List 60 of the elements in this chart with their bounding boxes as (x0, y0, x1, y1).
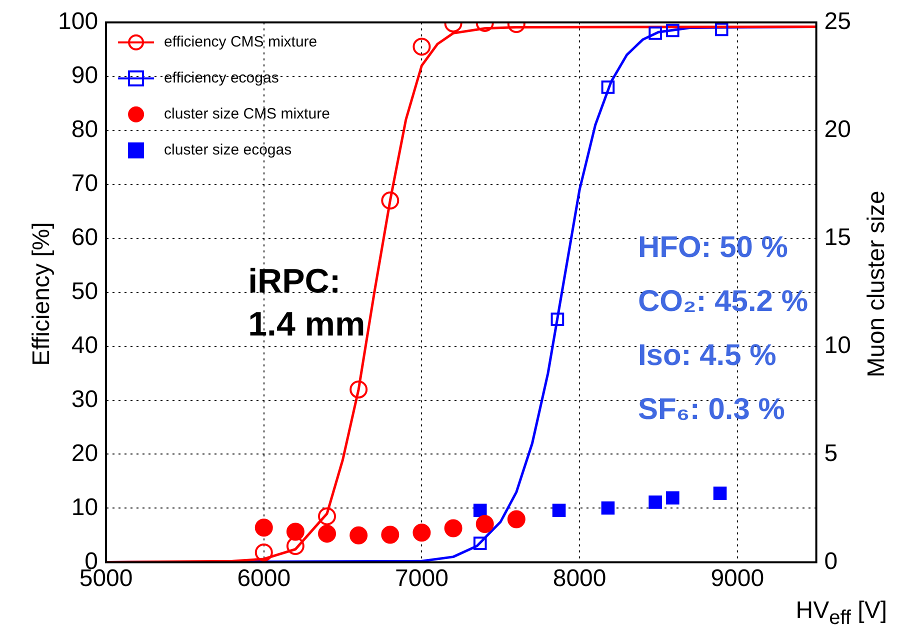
y2-tick-label: 15 (824, 224, 852, 251)
point (350, 380, 368, 398)
y2-tick-label: 5 (824, 440, 838, 467)
annotation: SF₆: 0.3 % (638, 393, 785, 426)
y2-tick-label: 10 (824, 332, 852, 359)
point (666, 491, 680, 505)
legend-label: efficiency CMS mixture (164, 34, 318, 51)
y2-tick-label: 0 (824, 548, 838, 575)
y-tick-label: 50 (71, 278, 98, 305)
point (412, 38, 431, 56)
point (550, 312, 564, 326)
y-tick-label: 80 (71, 116, 98, 143)
point (318, 524, 336, 543)
y2-axis-title: Muon cluster size (863, 190, 891, 380)
annotation: Iso: 4.5 % (638, 339, 776, 372)
legend-label: efficiency ecogas (164, 70, 279, 87)
point (381, 526, 400, 544)
point (412, 524, 431, 542)
x-tick-label: 9000 (710, 565, 764, 592)
y-tick-label: 10 (71, 494, 98, 521)
point (254, 518, 273, 537)
point (286, 522, 304, 541)
y-tick-label: 30 (71, 386, 98, 413)
point (476, 514, 494, 533)
point (714, 22, 728, 36)
y2-tick-label: 20 (824, 116, 852, 143)
y-tick-label: 90 (71, 62, 98, 90)
point (601, 501, 615, 515)
annotation: HFO: 50 % (638, 231, 788, 264)
legend-label: cluster size ecogas (164, 142, 292, 159)
point (473, 536, 487, 550)
annotation: iRPC: (248, 262, 341, 300)
y-axis-title: Efficiency [%] (28, 221, 56, 368)
y-tick-label: 40 (71, 332, 98, 359)
point (713, 486, 727, 500)
y2-tick-label: 25 (824, 8, 852, 36)
point (286, 537, 304, 556)
y-tick-label: 100 (58, 8, 98, 36)
x-tick-label: 7000 (395, 565, 448, 592)
point (552, 504, 566, 518)
point (381, 192, 400, 210)
y-tick-label: 20 (71, 440, 98, 467)
point (648, 496, 662, 509)
annotation: CO₂: 45.2 % (638, 285, 808, 318)
point (254, 543, 273, 562)
point (318, 507, 336, 526)
legend-label: cluster size CMS mixture (164, 106, 330, 123)
point (507, 510, 526, 528)
y-tick-label: 70 (71, 170, 98, 197)
x-axis-title: HV$_{eff}$ [V] (796, 597, 887, 630)
point (444, 519, 462, 538)
point (666, 24, 680, 38)
point (473, 504, 487, 518)
point (648, 26, 662, 40)
point (601, 80, 615, 94)
annotation: 1.4 mm (248, 305, 366, 344)
x-tick-label: 6000 (237, 565, 291, 592)
y-tick-label: 60 (71, 224, 98, 251)
x-tick-label: 8000 (552, 565, 606, 592)
point (350, 526, 368, 544)
